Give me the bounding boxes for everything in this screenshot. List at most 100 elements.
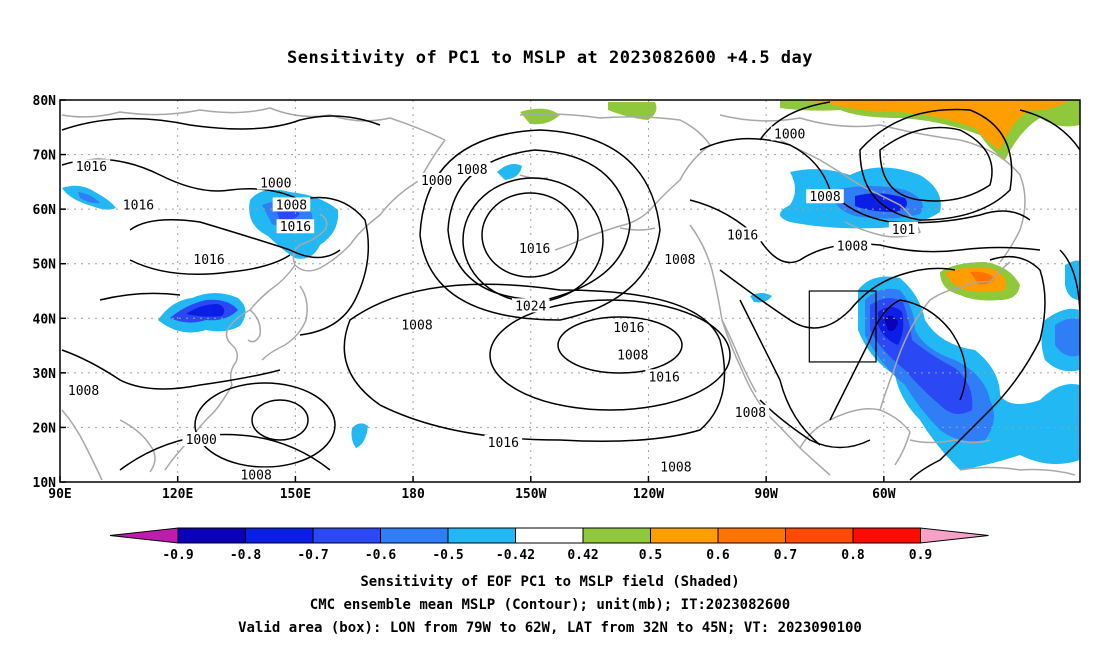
map-frame [59, 99, 1081, 483]
colorbar-label: -0.7 [297, 548, 328, 563]
coast-kamchatka [292, 139, 446, 272]
colorbar-label: -0.8 [230, 548, 261, 563]
lat-label: 40N [33, 312, 57, 327]
contour-na-1008-b [739, 299, 821, 446]
contour-label-bg [661, 251, 699, 266]
coast-aleutians [519, 174, 656, 231]
shade-blob-west-siberia-core [78, 192, 100, 204]
shade-blob-arctic-orange-core [800, 100, 1070, 150]
longitude-labels: 90E 120E 150E 180 150W 120W 90W 60W [48, 476, 896, 502]
lat-label: 60N [33, 203, 57, 218]
colorbar-label: -0.5 [432, 548, 463, 563]
contour-label: 1000 [186, 433, 217, 448]
colorbar-label: -0.9 [162, 548, 193, 563]
contour-atlantic-1016 [909, 255, 1046, 481]
colorbar-label: -0.6 [365, 548, 396, 563]
colorbar-label: 0.7 [774, 548, 797, 563]
coast-asia-north [61, 107, 446, 141]
colorbar-segment [245, 527, 314, 544]
colorbar-segment [650, 527, 719, 544]
contour-na-1000 [879, 126, 993, 202]
contour-na-1016 [719, 267, 956, 329]
lat-label: 30N [33, 367, 57, 382]
contour-label: 1000 [421, 174, 452, 189]
contour-label: 1016 [123, 198, 154, 213]
contour-label: 1016 [613, 321, 644, 336]
colorbar-low-triangle [109, 527, 179, 544]
contour-sw-pacific-1000 [251, 399, 309, 441]
lat-label: 10N [33, 476, 57, 491]
contour-label: 1016 [648, 370, 679, 385]
colorbar-label: 0.9 [909, 548, 932, 563]
coastlines [61, 107, 1076, 481]
contour-label-bg [645, 369, 683, 384]
contour-label: 1024 [515, 299, 546, 314]
contour-label: 1008 [735, 406, 766, 421]
contour-label: 1016 [727, 228, 758, 243]
contour-label-bg [657, 459, 695, 474]
contour-label-bg [484, 434, 523, 449]
contour-sw-pacific-1004 [194, 382, 336, 468]
colorbar-label: 0.6 [706, 548, 730, 563]
contour-label-bg [888, 221, 919, 236]
contour-label-bg [453, 161, 491, 176]
contour-pacific-high-1016 [343, 283, 726, 442]
lon-label: 120W [633, 487, 664, 502]
lon-label: 60W [872, 487, 896, 502]
colorbar-segment [312, 527, 381, 544]
lat-label: 80N [33, 94, 57, 109]
contour-label: 1008 [276, 198, 307, 213]
contour-label-bg [398, 317, 436, 332]
contour-arctic [759, 101, 1080, 151]
contour-label-bg [417, 172, 456, 187]
coast-baja [721, 319, 757, 393]
lat-label: 50N [33, 258, 57, 273]
lon-label: 150E [280, 487, 311, 502]
colorbar-high-triangle [920, 527, 989, 544]
shade-blob-central-pacific [351, 423, 368, 448]
contour-label-bg [731, 404, 770, 419]
contour-label: 1016 [488, 436, 519, 451]
shade-blob-atlantic-right-core [1055, 318, 1080, 357]
footer-line-3: Valid area (box): LON from 79W to 62W, L… [238, 620, 862, 636]
lon-label: 120E [162, 487, 193, 502]
colorbar: -0.9 -0.8 -0.7 -0.6 -0.5 -0.42 0.42 0.5 0.6 0.7 0.… [109, 527, 989, 563]
contour-aleutian-low-1012 [419, 129, 661, 321]
contour-label: 1008 [664, 253, 695, 268]
lon-label: 90W [754, 487, 778, 502]
coast-east-asia [164, 264, 296, 471]
contour-sw-pacific-1008 [119, 433, 331, 471]
colorbar-segment [380, 527, 449, 544]
colorbar-segment [785, 527, 854, 544]
colorbar-label: 0.42 [567, 548, 598, 563]
footer-line-2: CMC ensemble mean MSLP (Contour); unit(m… [309, 597, 791, 613]
contour-label-bg [190, 251, 228, 266]
lat-label: 20N [33, 421, 57, 436]
latitude-labels: 80N 70N 60N 50N 40N 30N 20N 10N [33, 94, 66, 491]
colorbar-label: 0.5 [639, 548, 662, 563]
colorbar-label: 0.8 [841, 548, 865, 563]
contour-label-bg [511, 298, 550, 313]
contour-label: 1008 [401, 318, 432, 333]
coast-canada-north [719, 114, 1026, 263]
graticule [60, 100, 1080, 482]
contour-label-bg [119, 197, 158, 212]
contour-label-bg [64, 382, 103, 397]
contour-aleutian-low-1008 [447, 149, 631, 301]
contour-pacific-high-1024 [557, 316, 683, 374]
shade-blob-north-china-inner [186, 304, 225, 317]
contour-label-bg [256, 175, 295, 190]
contour-label-bg [276, 219, 315, 234]
coast-korea [247, 309, 262, 343]
contour-label: 101 [892, 223, 915, 238]
colorbar-segment [177, 527, 246, 544]
lat-label: 70N [33, 149, 57, 164]
contour-label: 1000 [260, 177, 291, 192]
coast-sea-asia [119, 419, 156, 473]
contour-asia-1016-c [129, 254, 291, 276]
shade-blob-arctic-green-mid [608, 102, 657, 120]
colorbar-segment [582, 527, 651, 544]
contour-label: 1008 [837, 239, 868, 254]
contour-label: 1016 [193, 253, 224, 268]
